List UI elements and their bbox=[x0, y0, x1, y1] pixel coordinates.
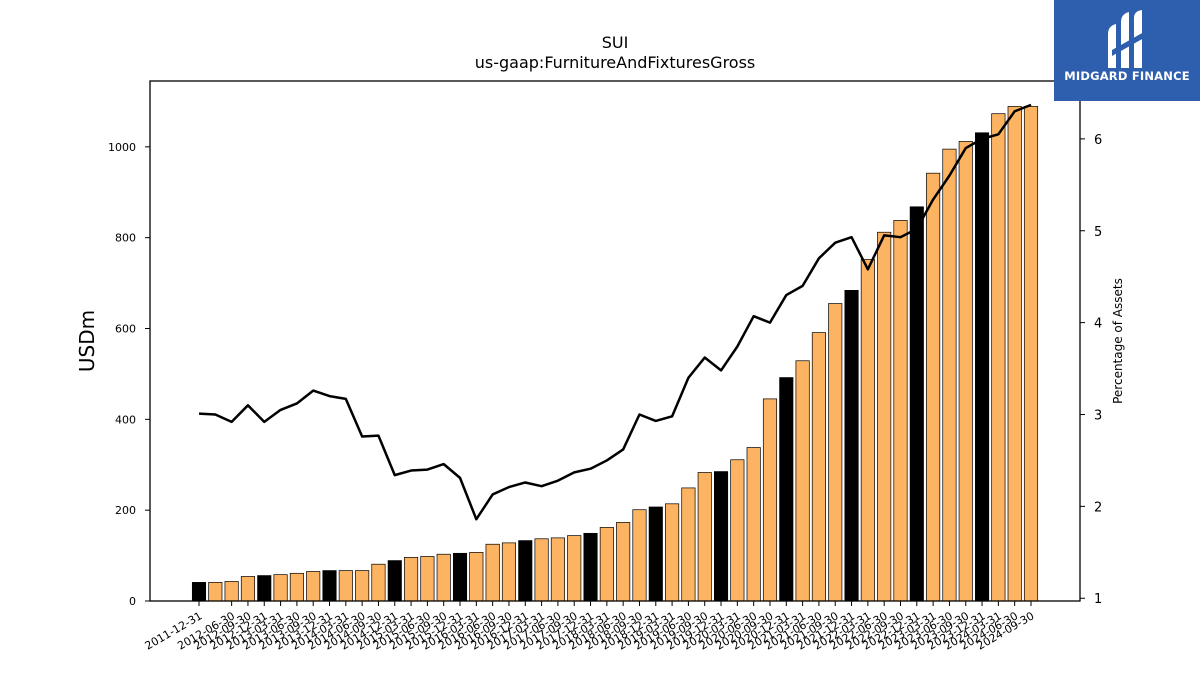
bar-2019-12-31 bbox=[713, 471, 729, 602]
bar-2013-03-31 bbox=[273, 574, 288, 602]
bar-2018-09-30 bbox=[632, 509, 647, 602]
y-axis-ticks: 0 200 400 600 800 1000 bbox=[108, 141, 150, 608]
y-tick-label: 400 bbox=[115, 413, 136, 426]
midgard-finance-logo: MIDGARD FINANCE bbox=[1054, 0, 1200, 101]
bar-2015-09-30 bbox=[436, 553, 451, 602]
y2-tick-label: 2 bbox=[1094, 500, 1102, 515]
bar-2021-12-31 bbox=[844, 290, 859, 602]
bar-2019-09-30 bbox=[697, 472, 712, 602]
y2-axis-label: Percentage of Assets bbox=[1111, 278, 1125, 404]
y-tick-label: 200 bbox=[115, 504, 136, 517]
bar-2020-03-31 bbox=[730, 459, 745, 602]
bar-2013-09-30 bbox=[306, 571, 321, 602]
bar-2023-03-31 bbox=[926, 172, 941, 602]
bar-2014-03-31 bbox=[338, 570, 353, 602]
bar-2023-06-30 bbox=[942, 148, 957, 602]
bar-2022-03-31 bbox=[860, 259, 875, 602]
bar-2017-09-30 bbox=[567, 535, 582, 602]
bar-2021-06-30 bbox=[811, 332, 826, 602]
y-tick-label: 0 bbox=[129, 595, 136, 608]
plot-frame bbox=[149, 80, 1081, 602]
y-tick-label: 1000 bbox=[108, 141, 136, 154]
bar-2019-03-31 bbox=[665, 503, 680, 602]
bar-2021-09-30 bbox=[828, 303, 843, 602]
bar-2013-12-31 bbox=[322, 570, 337, 602]
bar-2018-06-30 bbox=[616, 522, 631, 602]
bar-2018-12-31 bbox=[648, 506, 663, 602]
percentage-of-assets-line bbox=[198, 103, 1032, 521]
bar-2014-12-31 bbox=[387, 560, 402, 602]
x-axis-ticks: 2011-12-312012-06-302012-09-302012-12-31… bbox=[143, 601, 1037, 653]
bar-2020-06-30 bbox=[746, 447, 761, 602]
bar-2012-09-30 bbox=[240, 576, 255, 602]
bar-2020-12-31 bbox=[779, 377, 794, 602]
y-tick-label: 600 bbox=[115, 323, 136, 336]
bar-2022-09-30 bbox=[893, 220, 908, 602]
bar-2014-09-30 bbox=[371, 563, 386, 602]
y2-axis-ticks: 1 2 3 4 5 6 bbox=[1080, 133, 1102, 607]
bar-2020-09-30 bbox=[762, 398, 778, 602]
y2-tick-label: 6 bbox=[1094, 133, 1102, 148]
bar-2012-03-31 bbox=[208, 582, 223, 602]
y2-tick-label: 3 bbox=[1094, 408, 1102, 423]
bar-2019-06-30 bbox=[681, 487, 696, 602]
bar-2017-12-31 bbox=[583, 532, 598, 602]
y-axis-label: USDm bbox=[75, 310, 99, 372]
bar-2014-06-30 bbox=[355, 570, 370, 602]
bar-2012-06-30 bbox=[224, 581, 239, 602]
y2-tick-label: 5 bbox=[1094, 225, 1102, 240]
bar-2016-06-30 bbox=[485, 543, 500, 602]
bar-2022-06-30 bbox=[877, 231, 892, 602]
bar-2021-03-31 bbox=[795, 360, 810, 602]
bar-2022-12-31 bbox=[909, 206, 924, 602]
bar-2017-06-30 bbox=[550, 537, 565, 602]
y2-tick-label: 1 bbox=[1094, 592, 1102, 607]
bar-2013-06-30 bbox=[289, 572, 304, 602]
percentage-line-layer bbox=[198, 103, 1032, 521]
bar-2017-03-31 bbox=[534, 538, 549, 602]
bar-2015-06-30 bbox=[420, 556, 435, 602]
bar-2012-12-31 bbox=[257, 575, 272, 602]
bars bbox=[191, 106, 1039, 602]
bar-2015-12-31 bbox=[452, 552, 468, 602]
y-tick-label: 800 bbox=[115, 232, 136, 245]
logo-text: MIDGARD FINANCE bbox=[1064, 69, 1190, 83]
y2-tick-label: 4 bbox=[1094, 317, 1102, 332]
bar-2018-03-31 bbox=[599, 527, 614, 602]
bar-2023-09-30 bbox=[958, 141, 973, 602]
logo-mark-icon bbox=[1108, 10, 1144, 68]
bar-2024-06-30 bbox=[1007, 106, 1022, 602]
bar-2015-03-31 bbox=[404, 557, 419, 602]
bar-2011-12-31 bbox=[191, 582, 207, 602]
bar-2016-03-31 bbox=[469, 552, 484, 602]
bar-2024-09-30 bbox=[1023, 106, 1039, 602]
bar-2024-03-31 bbox=[991, 113, 1006, 602]
bar-2023-12-31 bbox=[975, 132, 990, 602]
chart-title: SUI bbox=[602, 33, 629, 52]
bar-2016-09-30 bbox=[501, 542, 516, 602]
bar-2016-12-31 bbox=[518, 540, 533, 602]
chart-subtitle: us-gaap:FurnitureAndFixturesGross bbox=[475, 53, 756, 72]
